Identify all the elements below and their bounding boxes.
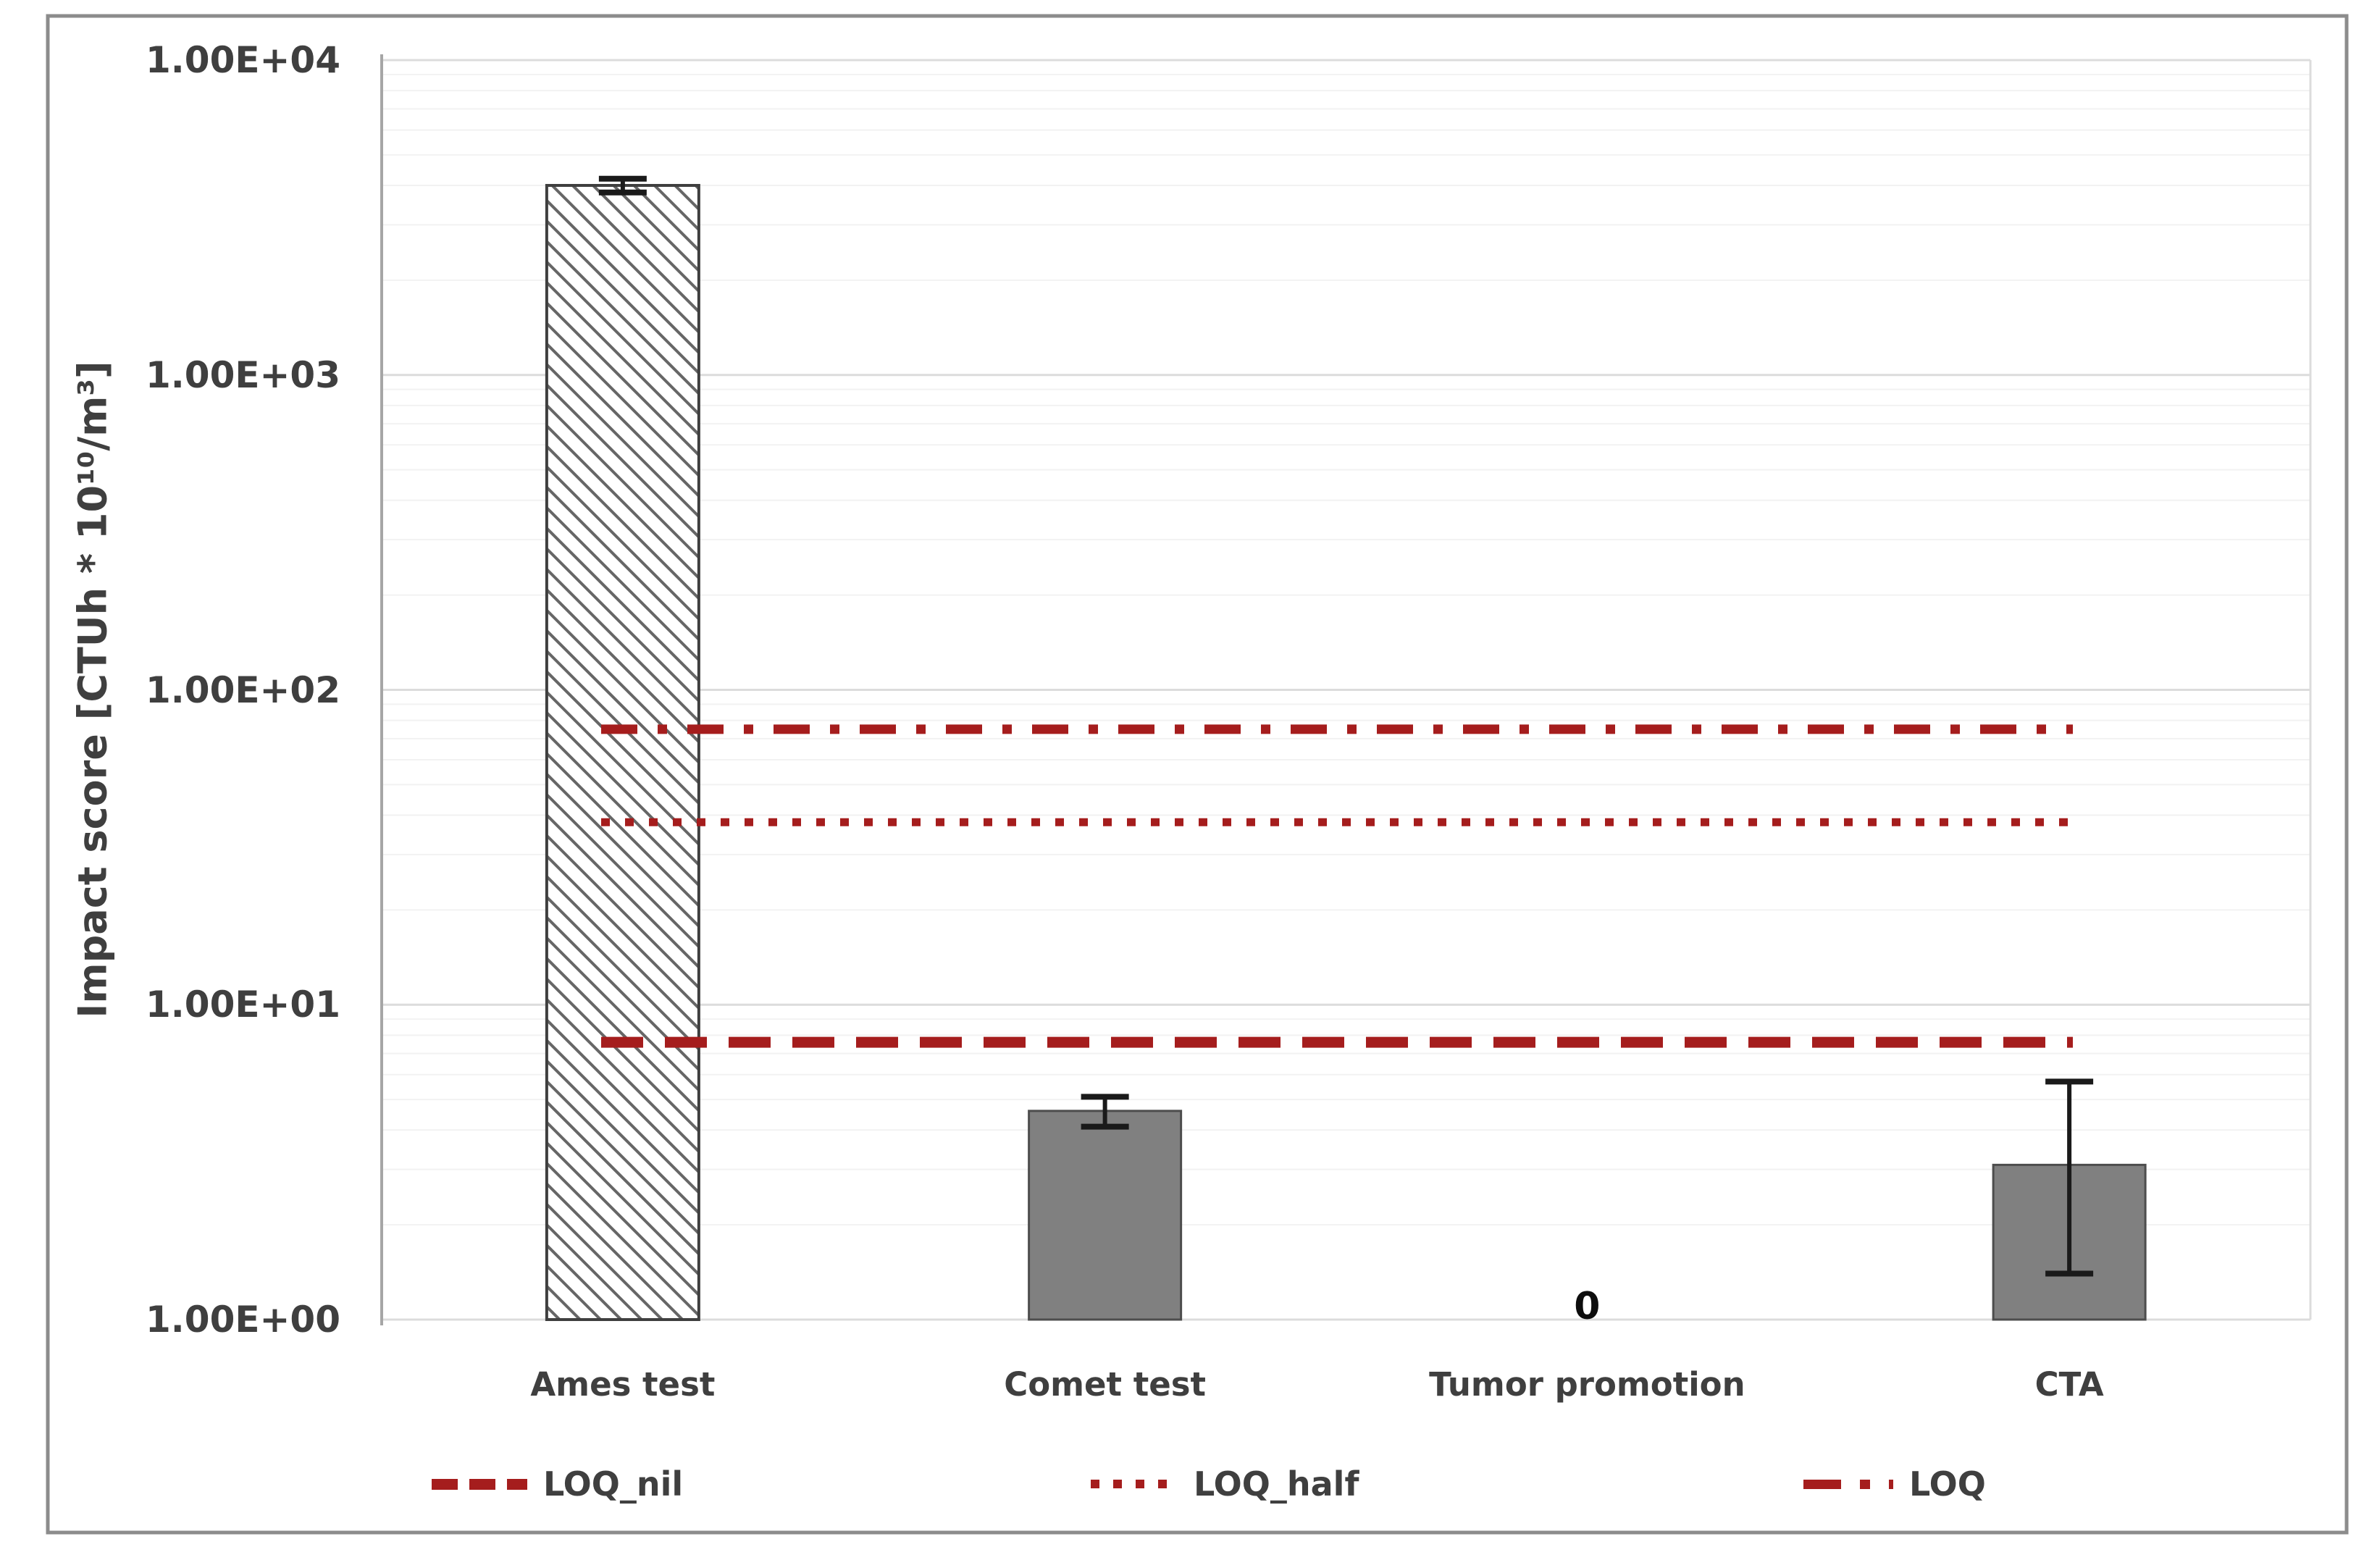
y-tick-label: 1.00E+04 (146, 39, 340, 81)
legend-label: LOQ (1909, 1464, 1986, 1504)
y-axis-title: Impact score [CTUh * 10¹⁰/m³] (70, 361, 116, 1018)
category-label-tumor-promotion: Tumor promotion (1429, 1365, 1745, 1404)
dotted-line-swatch (1091, 1480, 1178, 1488)
category-label-cta: CTA (2034, 1365, 2104, 1404)
error-bars (598, 175, 2094, 1277)
plot-frame (46, 14, 2349, 1535)
dash-dot-line-swatch (1803, 1479, 1893, 1489)
bars (545, 184, 2147, 1322)
legend-item-loq-nil: LOQ_nil (432, 1462, 683, 1506)
category-label-ames-test: Ames test (530, 1365, 716, 1404)
y-tick-label: 1.00E+03 (146, 353, 340, 396)
y-tick-label: 1.00E+02 (146, 668, 340, 711)
y-tick-label: 1.00E+01 (146, 984, 340, 1026)
category-label-comet-test: Comet test (1004, 1365, 1207, 1404)
legend-item-loq-half: LOQ_half (1091, 1462, 1359, 1506)
dashed-line-swatch (432, 1478, 527, 1490)
gridlines (382, 59, 2310, 1321)
zero-value-data-label: 0 (1574, 1285, 1601, 1328)
legend-item-loq: LOQ (1803, 1462, 1986, 1506)
legend-label: LOQ_half (1194, 1464, 1359, 1504)
bar-comet-test (1028, 1110, 1183, 1321)
y-tick-label: 1.00E+00 (146, 1299, 340, 1341)
bar-ames-test (545, 184, 700, 1322)
loq-reference-lines (601, 724, 2073, 1048)
legend-label: LOQ_nil (543, 1464, 684, 1504)
